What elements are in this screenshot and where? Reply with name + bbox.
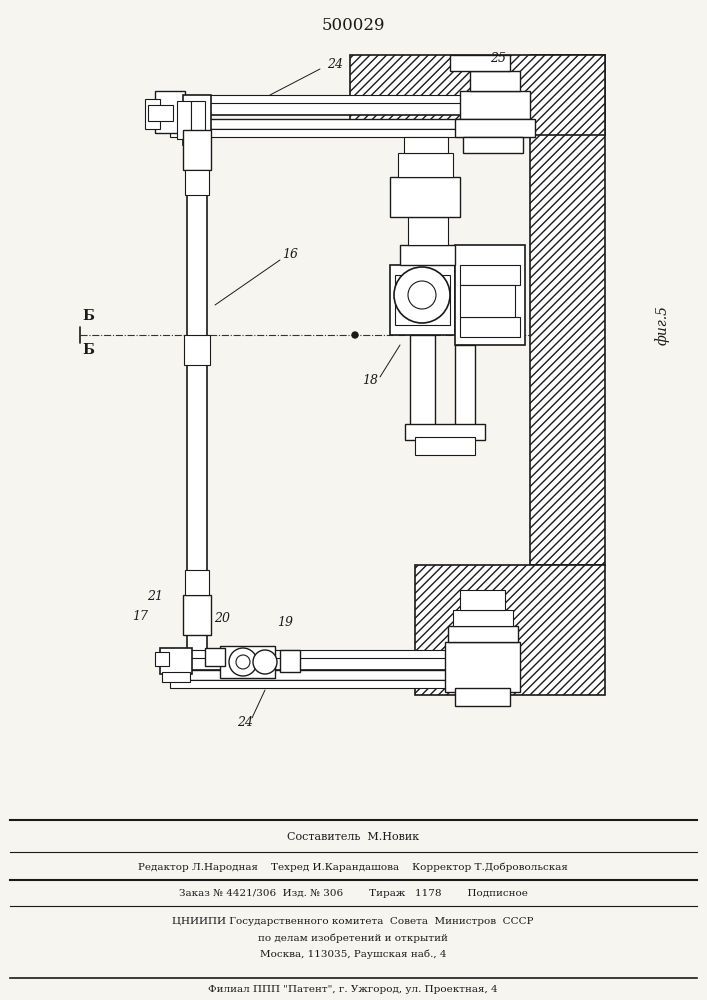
- Bar: [155, 91, 185, 133]
- Text: 21: 21: [147, 590, 163, 603]
- Bar: [170, 680, 510, 688]
- Bar: [170, 95, 530, 103]
- Text: 25: 25: [490, 52, 506, 66]
- Text: Составитель  М.Новик: Составитель М.Новик: [287, 832, 419, 842]
- Bar: [463, 137, 523, 153]
- Bar: [170, 129, 530, 137]
- Bar: [455, 688, 510, 706]
- Circle shape: [229, 648, 257, 676]
- Bar: [170, 658, 510, 670]
- Bar: [170, 119, 530, 129]
- Bar: [390, 265, 455, 335]
- Bar: [455, 345, 475, 430]
- Bar: [455, 245, 525, 345]
- Bar: [280, 650, 300, 672]
- Circle shape: [236, 655, 250, 669]
- Bar: [460, 590, 505, 610]
- Bar: [155, 652, 169, 666]
- Bar: [183, 130, 211, 170]
- Bar: [445, 642, 520, 692]
- Bar: [185, 570, 209, 595]
- Text: 16: 16: [282, 248, 298, 261]
- Bar: [405, 424, 485, 440]
- Bar: [400, 245, 455, 265]
- Text: 24: 24: [237, 716, 253, 730]
- Bar: [145, 99, 160, 129]
- Text: ЦНИИПИ Государственного комитета  Совета  Министров  СССР: ЦНИИПИ Государственного комитета Совета …: [173, 918, 534, 926]
- Text: 20: 20: [214, 612, 230, 626]
- Circle shape: [408, 281, 436, 309]
- Text: Заказ № 4421/306  Изд. № 306        Тираж   1178        Подписное: Заказ № 4421/306 Изд. № 306 Тираж 1178 П…: [179, 888, 527, 898]
- Circle shape: [394, 267, 450, 323]
- Text: 24: 24: [327, 58, 343, 72]
- Bar: [148, 105, 173, 121]
- Circle shape: [352, 332, 358, 338]
- Bar: [460, 265, 520, 285]
- Bar: [404, 137, 448, 153]
- Bar: [183, 95, 211, 145]
- Text: 19: 19: [277, 616, 293, 630]
- Bar: [162, 672, 190, 682]
- Bar: [350, 55, 605, 135]
- Bar: [183, 595, 211, 635]
- Bar: [415, 437, 475, 455]
- Bar: [160, 648, 192, 674]
- Bar: [170, 650, 510, 658]
- Bar: [170, 103, 530, 115]
- Bar: [460, 317, 520, 337]
- Bar: [185, 170, 209, 195]
- Bar: [455, 119, 535, 137]
- Circle shape: [253, 650, 277, 674]
- Bar: [470, 71, 520, 91]
- Bar: [453, 610, 513, 626]
- Bar: [220, 646, 275, 678]
- Bar: [187, 110, 207, 670]
- Bar: [177, 101, 191, 139]
- Text: Редактор Л.Народная    Техред И.Карандашова    Корректор Т.Добровольская: Редактор Л.Народная Техред И.Карандашова…: [138, 862, 568, 872]
- Text: Б: Б: [82, 309, 94, 323]
- Bar: [191, 101, 205, 139]
- Bar: [415, 565, 605, 695]
- Text: Филиал ППП "Патент", г. Ужгород, ул. Проектная, 4: Филиал ППП "Патент", г. Ужгород, ул. Про…: [208, 986, 498, 994]
- Bar: [448, 626, 518, 642]
- Bar: [530, 55, 605, 565]
- Text: 500029: 500029: [321, 16, 385, 33]
- Bar: [410, 335, 435, 430]
- Bar: [205, 648, 225, 666]
- Text: фиг.5: фиг.5: [655, 305, 670, 345]
- Bar: [460, 91, 530, 119]
- Bar: [395, 275, 450, 325]
- Text: по делам изобретений и открытий: по делам изобретений и открытий: [258, 933, 448, 943]
- Bar: [170, 670, 510, 680]
- Text: Москва, 113035, Раушская наб., 4: Москва, 113035, Раушская наб., 4: [259, 949, 446, 959]
- Bar: [450, 55, 510, 71]
- Bar: [398, 153, 453, 177]
- Bar: [460, 285, 515, 317]
- Text: 18: 18: [362, 373, 378, 386]
- Text: 17: 17: [132, 610, 148, 624]
- Text: Б: Б: [82, 343, 94, 357]
- Bar: [184, 335, 210, 365]
- Bar: [408, 217, 448, 245]
- Bar: [390, 177, 460, 217]
